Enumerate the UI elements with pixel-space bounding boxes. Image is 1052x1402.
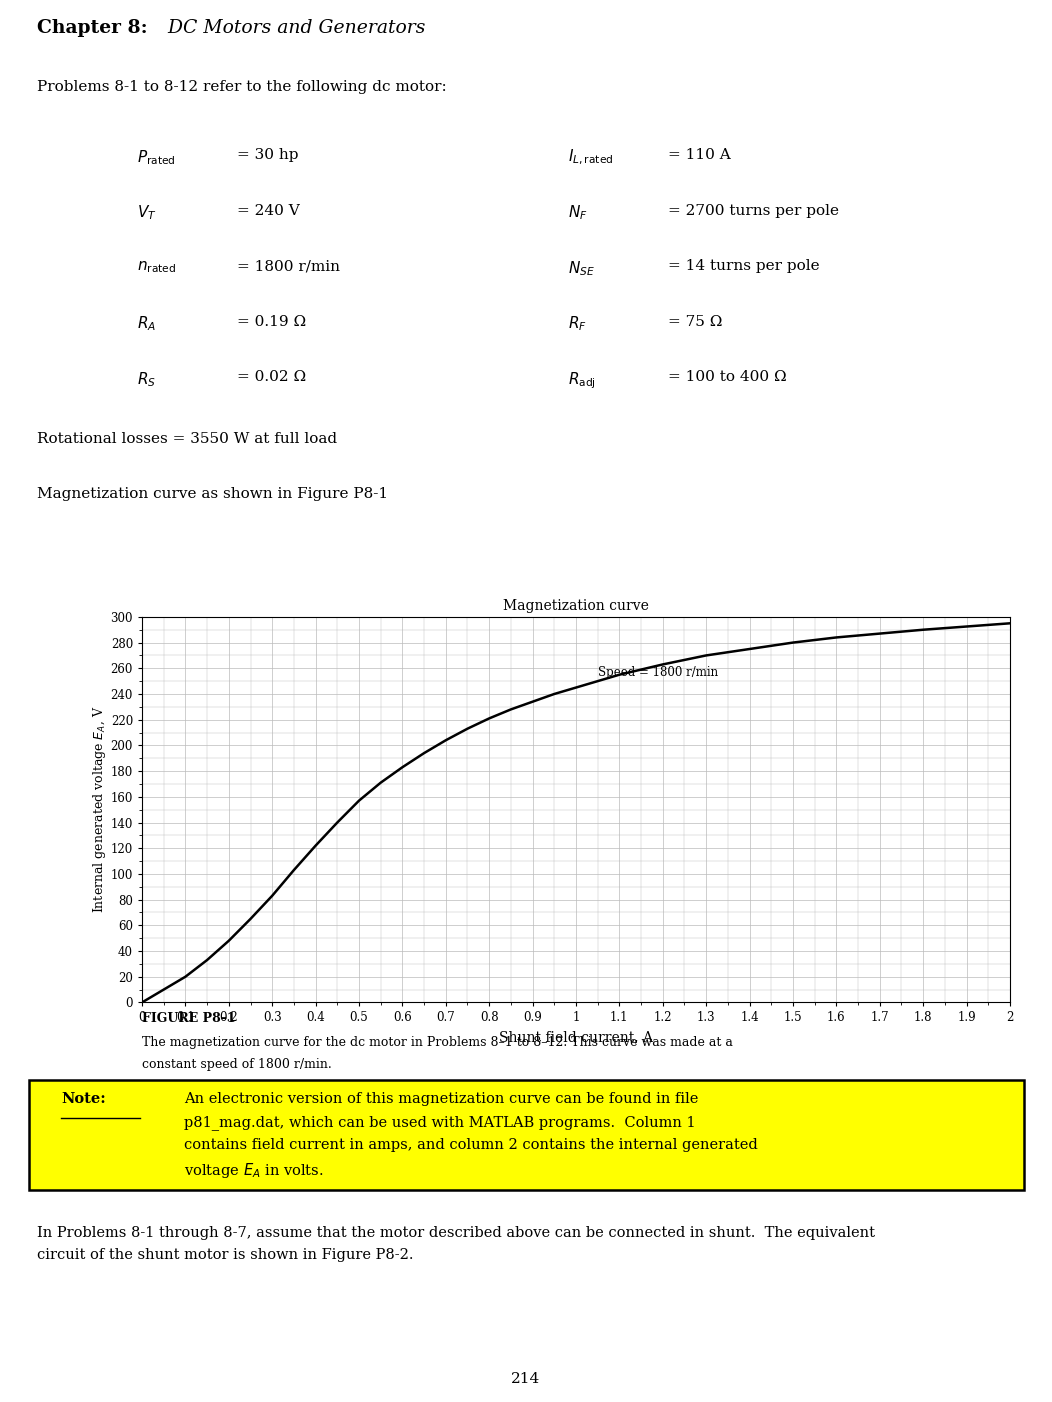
Text: Chapter 8:: Chapter 8: bbox=[37, 18, 147, 36]
Text: = 30 hp: = 30 hp bbox=[237, 149, 298, 163]
Text: Note:: Note: bbox=[61, 1092, 106, 1106]
Text: = 1800 r/min: = 1800 r/min bbox=[237, 259, 340, 273]
Text: $I_{L,\mathrm{rated}}$: $I_{L,\mathrm{rated}}$ bbox=[568, 149, 613, 167]
Title: Magnetization curve: Magnetization curve bbox=[503, 599, 649, 613]
FancyBboxPatch shape bbox=[29, 1081, 1024, 1190]
Text: $R_\mathrm{adj}$: $R_\mathrm{adj}$ bbox=[568, 370, 596, 391]
Text: = 110 A: = 110 A bbox=[668, 149, 731, 163]
Text: $R_S$: $R_S$ bbox=[137, 370, 156, 388]
Text: $V_T$: $V_T$ bbox=[137, 203, 157, 223]
Text: = 100 to 400 Ω: = 100 to 400 Ω bbox=[668, 370, 787, 384]
Text: voltage $E_A$ in volts.: voltage $E_A$ in volts. bbox=[184, 1161, 324, 1179]
Text: $N_F$: $N_F$ bbox=[568, 203, 588, 223]
Text: = 0.19 Ω: = 0.19 Ω bbox=[237, 314, 306, 328]
Text: p81_mag.dat, which can be used with MATLAB programs.  Column 1: p81_mag.dat, which can be used with MATL… bbox=[184, 1115, 695, 1130]
Text: = 240 V: = 240 V bbox=[237, 203, 300, 217]
Text: circuit of the shunt motor is shown in Figure P8-2.: circuit of the shunt motor is shown in F… bbox=[37, 1248, 413, 1262]
Text: $N_{SE}$: $N_{SE}$ bbox=[568, 259, 595, 278]
Text: Rotational losses = 3550 W at full load: Rotational losses = 3550 W at full load bbox=[37, 432, 337, 446]
Text: contains field current in amps, and column 2 contains the internal generated: contains field current in amps, and colu… bbox=[184, 1138, 757, 1152]
Text: The magnetization curve for the dc motor in Problems 8–1 to 8–12. This curve was: The magnetization curve for the dc motor… bbox=[142, 1036, 733, 1049]
Text: = 2700 turns per pole: = 2700 turns per pole bbox=[668, 203, 839, 217]
Text: In Problems 8-1 through 8-7, assume that the motor described above can be connec: In Problems 8-1 through 8-7, assume that… bbox=[37, 1227, 875, 1241]
Text: Speed = 1800 r/min: Speed = 1800 r/min bbox=[598, 666, 717, 679]
Text: $R_F$: $R_F$ bbox=[568, 314, 587, 334]
Text: Magnetization curve as shown in Figure P8-1: Magnetization curve as shown in Figure P… bbox=[37, 488, 388, 502]
Text: FIGURE P8–1: FIGURE P8–1 bbox=[142, 1012, 236, 1025]
Text: An electronic version of this magnetization curve can be found in file: An electronic version of this magnetizat… bbox=[184, 1092, 699, 1106]
Text: DC Motors and Generators: DC Motors and Generators bbox=[156, 18, 425, 36]
Text: $R_A$: $R_A$ bbox=[137, 314, 156, 334]
Text: = 0.02 Ω: = 0.02 Ω bbox=[237, 370, 306, 384]
Text: 214: 214 bbox=[511, 1373, 541, 1387]
Text: $P_\mathrm{rated}$: $P_\mathrm{rated}$ bbox=[137, 149, 176, 167]
Text: $n_\mathrm{rated}$: $n_\mathrm{rated}$ bbox=[137, 259, 176, 275]
X-axis label: Shunt field current, A: Shunt field current, A bbox=[499, 1030, 653, 1044]
Text: = 75 Ω: = 75 Ω bbox=[668, 314, 723, 328]
Text: = 14 turns per pole: = 14 turns per pole bbox=[668, 259, 820, 273]
Text: Problems 8-1 to 8-12 refer to the following dc motor:: Problems 8-1 to 8-12 refer to the follow… bbox=[37, 80, 446, 94]
Y-axis label: Internal generated voltage $E_A$, V: Internal generated voltage $E_A$, V bbox=[90, 707, 107, 913]
Text: constant speed of 1800 r/min.: constant speed of 1800 r/min. bbox=[142, 1059, 331, 1071]
